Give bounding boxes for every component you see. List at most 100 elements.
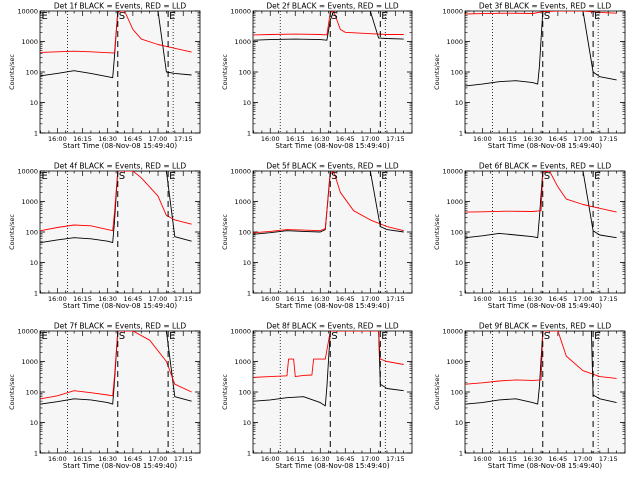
event-marker-label: S bbox=[544, 171, 550, 182]
events-series-line bbox=[465, 171, 617, 239]
lld-series-line bbox=[465, 331, 617, 385]
x-tick-label: 16:30 bbox=[98, 455, 117, 463]
x-tick-label: 16:00 bbox=[261, 295, 280, 303]
x-tick-label: 17:00 bbox=[574, 135, 593, 143]
x-tick-label: 17:00 bbox=[149, 295, 168, 303]
y-tick-label: 1000 bbox=[446, 358, 463, 366]
y-tick-label: 100 bbox=[26, 228, 38, 236]
chart-title: Det 4f BLACK = Events, RED = LLD bbox=[54, 162, 187, 171]
y-tick-label: 1000 bbox=[21, 358, 38, 366]
chart-title: Det 9f BLACK = Events, RED = LLD bbox=[479, 322, 612, 331]
y-axis-label: Counts/sec bbox=[221, 214, 229, 250]
x-tick-label: 17:00 bbox=[361, 135, 380, 143]
x-tick-label: 16:45 bbox=[123, 135, 142, 143]
x-tick-label: 16:30 bbox=[98, 295, 117, 303]
event-marker-label: E bbox=[381, 171, 387, 182]
detector-panel: Det 9f BLACK = Events, RED = LLD 1 10 100 10… bbox=[433, 322, 626, 470]
y-axis-label: Counts/sec bbox=[8, 54, 16, 90]
event-marker-label: E bbox=[594, 331, 600, 342]
y-tick-label: 1 bbox=[34, 449, 38, 457]
chart-title: Det 8f BLACK = Events, RED = LLD bbox=[266, 322, 399, 331]
y-tick-label: 100 bbox=[26, 68, 38, 76]
x-tick-label: 16:15 bbox=[498, 135, 517, 143]
x-tick-label: 16:30 bbox=[311, 295, 330, 303]
event-marker-label: E bbox=[169, 11, 175, 22]
plot-area bbox=[39, 330, 201, 454]
lld-series-line bbox=[253, 11, 404, 36]
x-axis-label: Start Time (08-Nov-08 15:49:40) bbox=[488, 302, 602, 310]
x-tick-label: 17:00 bbox=[574, 455, 593, 463]
x-tick-label: 16:45 bbox=[123, 295, 142, 303]
x-tick-label: 17:15 bbox=[386, 455, 405, 463]
x-axis-label: Start Time (08-Nov-08 15:49:40) bbox=[488, 142, 602, 150]
event-marker-label: E bbox=[381, 11, 387, 22]
x-tick-label: 16:00 bbox=[48, 455, 67, 463]
y-tick-label: 10000 bbox=[230, 167, 251, 175]
x-tick-label: 16:15 bbox=[73, 455, 92, 463]
y-tick-label: 1 bbox=[459, 449, 463, 457]
x-tick-label: 17:15 bbox=[386, 135, 405, 143]
x-tick-label: 17:00 bbox=[574, 295, 593, 303]
y-tick-label: 100 bbox=[239, 228, 251, 236]
detector-panel: Det 6f BLACK = Events, RED = LLD 1 10 100 10… bbox=[433, 162, 626, 310]
event-marker-label: S bbox=[331, 331, 337, 342]
x-tick-label: 16:00 bbox=[473, 455, 492, 463]
y-tick-label: 10000 bbox=[442, 327, 463, 335]
x-tick-label: 16:30 bbox=[311, 455, 330, 463]
x-tick-label: 16:15 bbox=[498, 455, 517, 463]
y-axis-label: Counts/sec bbox=[433, 54, 441, 90]
plot-area bbox=[464, 170, 626, 294]
x-tick-label: 16:15 bbox=[73, 135, 92, 143]
event-marker-label: E bbox=[42, 331, 48, 342]
y-tick-label: 10 bbox=[30, 419, 38, 427]
events-series-line bbox=[40, 11, 192, 79]
y-tick-label: 100 bbox=[451, 228, 463, 236]
events-series-line bbox=[465, 11, 617, 87]
x-tick-label: 16:30 bbox=[523, 455, 542, 463]
lld-series-line bbox=[253, 331, 404, 378]
y-axis-label: Counts/sec bbox=[433, 214, 441, 250]
x-tick-label: 16:00 bbox=[48, 295, 67, 303]
chart-title: Det 1f BLACK = Events, RED = LLD bbox=[54, 2, 187, 11]
y-axis-label: Counts/sec bbox=[8, 214, 16, 250]
event-marker-label: S bbox=[544, 331, 550, 342]
detector-panel: Det 3f BLACK = Events, RED = LLD 1 10 100 10… bbox=[433, 2, 626, 150]
x-tick-label: 16:45 bbox=[336, 455, 355, 463]
event-marker-label: S bbox=[119, 11, 125, 22]
x-tick-label: 16:45 bbox=[336, 295, 355, 303]
y-tick-label: 1 bbox=[459, 129, 463, 137]
events-series-line bbox=[253, 11, 404, 41]
x-tick-label: 17:15 bbox=[386, 295, 405, 303]
y-tick-label: 10 bbox=[243, 99, 251, 107]
y-axis-label: Counts/sec bbox=[221, 374, 229, 410]
y-tick-label: 1000 bbox=[234, 358, 251, 366]
y-tick-label: 1000 bbox=[234, 198, 251, 206]
events-series-line bbox=[40, 331, 192, 405]
y-tick-label: 1 bbox=[34, 129, 38, 137]
chart-title: Det 7f BLACK = Events, RED = LLD bbox=[54, 322, 187, 331]
y-tick-label: 10 bbox=[243, 259, 251, 267]
x-tick-label: 16:45 bbox=[548, 455, 567, 463]
lld-series-line bbox=[40, 11, 192, 54]
chart-title: Det 6f BLACK = Events, RED = LLD bbox=[479, 162, 612, 171]
x-tick-label: 16:00 bbox=[473, 135, 492, 143]
x-tick-label: 16:45 bbox=[548, 135, 567, 143]
y-tick-label: 10 bbox=[30, 99, 38, 107]
y-tick-label: 10000 bbox=[17, 327, 38, 335]
y-axis-label: Counts/sec bbox=[8, 374, 16, 410]
plot-area bbox=[252, 330, 413, 454]
detector-panel: Det 5f BLACK = Events, RED = LLD 1 10 100 10… bbox=[221, 162, 413, 310]
event-marker-label: S bbox=[544, 11, 550, 22]
x-tick-label: 17:00 bbox=[361, 455, 380, 463]
event-marker-label: E bbox=[594, 11, 600, 22]
detector-panel: Det 4f BLACK = Events, RED = LLD 1 10 100 10… bbox=[8, 162, 201, 310]
plot-area bbox=[464, 330, 626, 454]
y-tick-label: 100 bbox=[239, 388, 251, 396]
x-tick-label: 16:30 bbox=[523, 295, 542, 303]
detector-panel: Det 1f BLACK = Events, RED = LLD 1 10 100 10… bbox=[8, 2, 201, 150]
x-tick-label: 17:15 bbox=[599, 455, 618, 463]
y-axis-label: Counts/sec bbox=[433, 374, 441, 410]
event-marker-label: S bbox=[119, 331, 125, 342]
x-tick-label: 16:45 bbox=[336, 135, 355, 143]
